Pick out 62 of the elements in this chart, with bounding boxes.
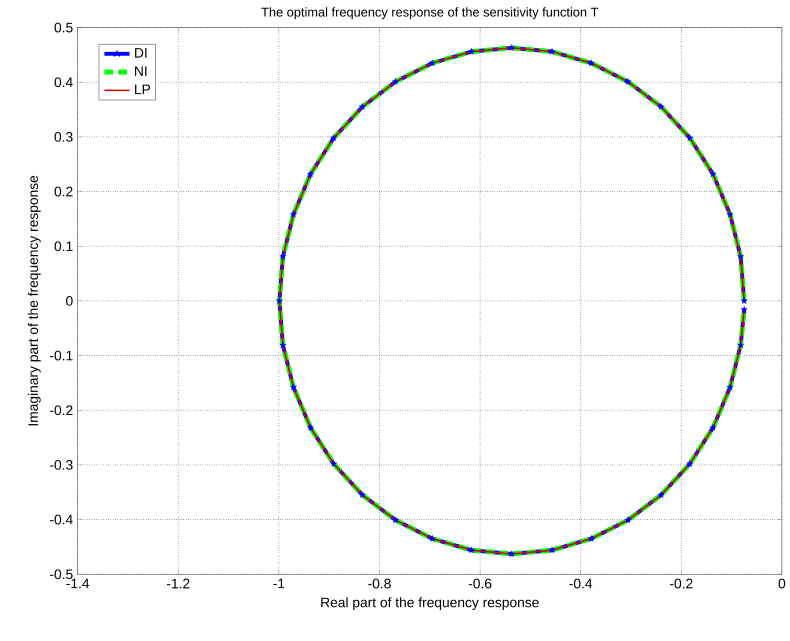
point [307,170,314,177]
x-tick-label: -0.8 [368,578,391,588]
point [358,491,366,498]
point [624,78,632,85]
y-tick-label: -0.1 [50,350,73,360]
x-tick-label: -1 [273,578,284,588]
y-axis-title: Imaginary part of the frequency response [28,176,41,426]
point [392,78,400,85]
point [330,460,338,467]
point [279,341,286,348]
x-tick-label: -1.2 [166,578,190,588]
point [548,546,556,554]
point [468,546,476,554]
point [276,297,283,304]
y-tick-label: 0 [66,296,73,306]
point [624,516,632,524]
point [290,383,297,390]
y-tick-label: -0.2 [50,405,72,416]
legend-label: LP [135,84,150,94]
point [279,252,286,260]
point [726,383,734,390]
y-tick-label: -0.3 [50,460,73,470]
point [307,424,314,431]
point [686,460,694,467]
point [508,44,516,51]
x-tick-label: 0 [778,578,786,588]
x-tick-label: -0.2 [670,578,692,588]
legend-label: DI [135,48,146,58]
y-tick-label: -0.4 [50,514,73,524]
point [709,170,717,177]
point [726,210,734,218]
x-tick-label: -1.4 [66,578,90,588]
x-axis-title: Real part of the frequency response [321,597,539,610]
x-tick-label: -0.4 [569,578,592,588]
x-tick-label: -0.6 [468,578,492,588]
point [588,59,595,66]
y-tick-label: 0.4 [54,77,73,88]
point [588,534,595,542]
point [686,134,694,141]
point [428,534,436,542]
point [508,550,516,557]
point [737,341,744,348]
point [658,103,665,110]
point [330,134,338,141]
point [740,297,748,304]
y-tick-label: 0.2 [54,186,72,196]
chart-title: The optimal frequency response of the sensitivity function T [261,7,598,20]
point [737,252,744,260]
point [658,491,665,498]
legend-label: NI [135,66,146,76]
point [392,516,400,524]
point [548,48,556,55]
point [428,59,436,66]
point [358,103,366,110]
y-tick-label: -0.5 [50,569,73,580]
point [468,48,476,55]
point [709,424,717,431]
y-tick-label: 0.5 [54,22,73,32]
y-tick-label: 0.1 [54,241,73,252]
y-tick-label: 0.3 [54,132,73,142]
point [740,306,748,313]
point [290,210,297,218]
